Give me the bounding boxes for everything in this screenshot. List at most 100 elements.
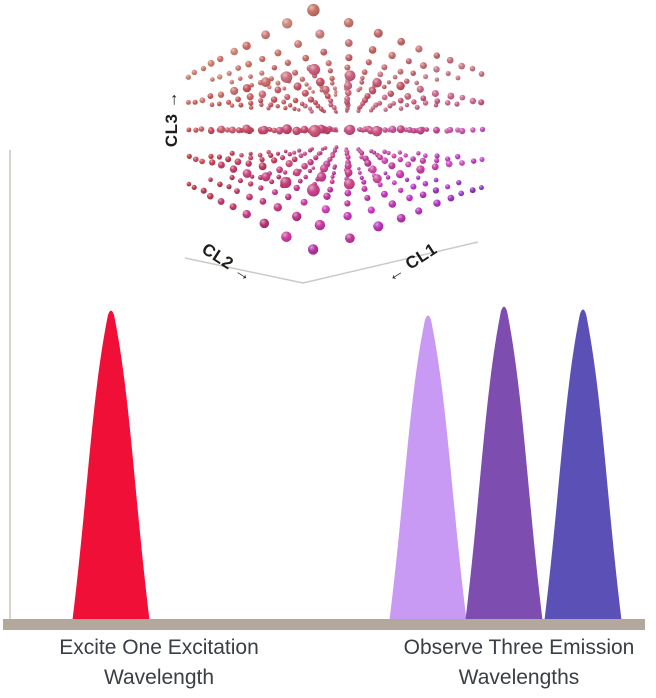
lattice-sphere-shading [344,168,353,177]
lattice-sphere-shading [458,62,466,70]
lattice-sphere-shading [217,74,223,80]
lattice-sphere-shading [446,56,454,64]
emission-caption-line2: Wavelengths [458,666,580,689]
lattice-sphere-shading [423,74,429,80]
lattice-sphere-shading [328,98,334,104]
lattice-sphere-shading [245,160,252,167]
lattice-sphere-shading [386,151,391,156]
lattice-sphere-shading [291,156,298,163]
lattice-sphere-shading [246,193,253,201]
lattice-sphere-shading [383,107,388,112]
lattice-sphere-shading [301,162,308,170]
lattice-sphere-shading [307,148,313,153]
lattice-sphere-shading [238,178,243,184]
lattice-sphere-shading [372,78,382,88]
lattice-sphere-shading [398,187,404,193]
lattice-sphere-shading [327,68,333,74]
lattice-sphere-shading [330,174,335,179]
lattice-sphere-shading [404,93,412,100]
lattice-sphere-shading [386,80,391,85]
lattice-sphere-shading [280,176,292,188]
lattice-sphere-shading [388,51,396,60]
lattice-sphere-shading [260,77,271,88]
lattice-sphere-shading [226,70,232,76]
lattice-sphere-shading [403,153,408,158]
lattice-sphere-shading [469,65,476,72]
floor-line [302,241,479,284]
lattice-sphere-shading [415,207,423,215]
lattice-sphere-shading [344,162,352,170]
lattice-sphere-shading [229,150,235,156]
lattice-sphere-shading [229,174,235,181]
lattice-sphere-shading [259,156,265,163]
lattice-sphere-shading [406,194,413,202]
lattice-sphere-shading [345,54,353,62]
lattice-sphere-shading [217,125,226,134]
lattice-sphere-shading [410,156,416,162]
lattice-sphere-shading [275,104,280,109]
lattice-sphere-shading [365,59,372,66]
lattice-sphere-shading [257,152,263,158]
lattice-sphere-shading [416,85,424,93]
lattice-sphere-shading [249,82,254,88]
lattice-sphere-shading [332,86,337,91]
lattice-sphere-shading [239,152,244,158]
lattice-sphere-shading [368,87,377,95]
lattice-sphere-shading [208,153,214,160]
lattice-sphere-shading [186,127,192,133]
lattice-sphere-shading [226,99,232,105]
lattice-sphere-shading [191,184,197,190]
lattice-sphere-shading [242,84,252,93]
lattice-sphere-shading [287,152,292,157]
lattice-sphere-shading [458,190,465,197]
lattice-sphere-shading [285,160,293,168]
lattice-sphere-shading [283,149,288,154]
lattice-sphere-shading [388,200,397,208]
lattice-sphere-shading [299,101,305,107]
floor-lines [184,241,479,284]
lattice-sphere-shading [304,82,309,87]
lattice-sphere-shading [433,52,441,59]
lattice-sphere-shading [217,161,225,169]
lattice-sphere-shading [422,100,429,106]
lattice-sphere-shading [343,17,354,28]
lattice-sphere-shading [381,94,388,101]
lattice-sphere-shading [373,102,379,108]
lattice-sphere-shading [327,186,334,193]
lattice-sphere-shading [358,86,363,91]
lattice-sphere-shading [433,126,440,134]
lattice-sphere-shading [456,179,462,186]
lattice-sphere-shading [404,102,410,108]
lattice-sphere-shading [329,75,335,82]
lattice-sphere-shading [368,46,377,54]
lattice-sphere-shading [271,157,278,164]
lattice-sphere-shading [261,30,270,40]
lattice-sphere-shading [293,184,300,192]
lattice-sphere-shading [283,105,288,111]
lattice-sphere-shading [373,221,384,232]
lattice-sphere-shading [234,158,242,166]
lattice-sphere-shading [307,3,320,17]
lattice-sphere-shading [334,145,339,150]
lattice-sphere-shading [209,159,216,166]
lattice-sphere-shading [185,99,191,105]
emission-peak-1 [389,315,467,624]
lattice-sphere-shading [208,177,213,182]
excitation-peak [72,310,150,624]
lattice-sphere-shading [315,103,321,109]
lattice-sphere-shading [459,127,466,135]
lattice-sphere-shading [391,153,397,159]
lattice-sphere-shading [242,169,252,178]
lattice-sphere-shading [268,152,274,158]
lattice-sphere-shading [419,157,426,164]
lattice-sphere-shading [207,59,215,67]
lattice-sphere-shading [225,156,232,163]
lattice-sphere-shading [405,58,412,65]
lattice-sphere-shading [416,165,425,174]
lattice-sphere-shading [415,45,423,53]
lattice-sphere-shading [302,54,310,62]
lattice-sphere-shading [377,71,384,78]
lattice-sphere-shading [382,149,387,155]
cl3-axis-label: CL3 → [162,90,181,148]
lattice-sphere-shading [344,70,356,82]
